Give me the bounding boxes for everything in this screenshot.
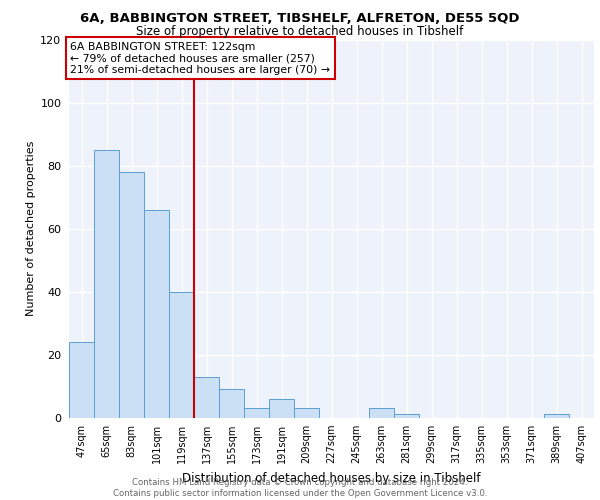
Y-axis label: Number of detached properties: Number of detached properties (26, 141, 36, 316)
Bar (244, 408, 269, 418)
Text: 6A BABBINGTON STREET: 122sqm
← 79% of detached houses are smaller (257)
21% of s: 6A BABBINGTON STREET: 122sqm ← 79% of de… (70, 42, 330, 75)
Bar (544, 414, 569, 418)
Bar (94, 150, 119, 417)
Text: Contains HM Land Registry data © Crown copyright and database right 2024.
Contai: Contains HM Land Registry data © Crown c… (113, 478, 487, 498)
Bar (394, 414, 419, 418)
Text: Size of property relative to detached houses in Tibshelf: Size of property relative to detached ho… (136, 25, 464, 38)
Bar (194, 376, 219, 418)
Bar (169, 292, 194, 418)
Text: 6A, BABBINGTON STREET, TIBSHELF, ALFRETON, DE55 5QD: 6A, BABBINGTON STREET, TIBSHELF, ALFRETO… (80, 12, 520, 26)
Bar (119, 172, 144, 418)
Bar (69, 342, 94, 417)
Bar (219, 389, 244, 418)
Bar (144, 210, 169, 418)
Bar (269, 398, 294, 417)
X-axis label: Distribution of detached houses by size in Tibshelf: Distribution of detached houses by size … (182, 472, 481, 484)
Bar (294, 408, 319, 418)
Bar (369, 408, 394, 418)
